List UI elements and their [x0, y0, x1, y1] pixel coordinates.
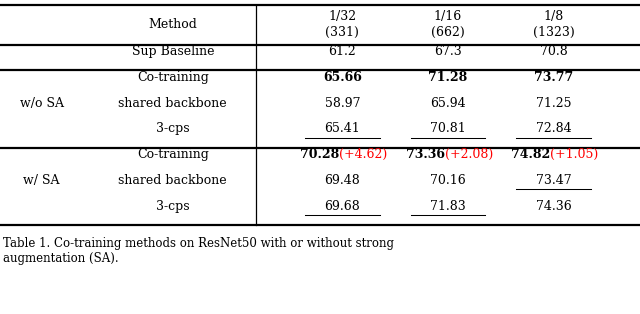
Text: 58.97: 58.97 [324, 97, 360, 110]
Text: 74.36: 74.36 [536, 200, 572, 213]
Text: shared backbone: shared backbone [118, 174, 227, 187]
Text: (+2.08): (+2.08) [445, 148, 493, 161]
Text: 71.83: 71.83 [430, 200, 466, 213]
Text: 3-cps: 3-cps [156, 200, 189, 213]
Text: w/o SA: w/o SA [20, 97, 63, 110]
Text: Sup Baseline: Sup Baseline [132, 45, 214, 58]
Text: 70.81: 70.81 [430, 122, 466, 135]
Text: 3-cps: 3-cps [156, 122, 189, 135]
Text: 1/32: 1/32 [328, 10, 356, 23]
Text: Method: Method [148, 18, 197, 31]
Text: (+4.62): (+4.62) [339, 148, 387, 161]
Text: 73.47: 73.47 [536, 174, 572, 187]
Text: w/ SA: w/ SA [23, 174, 60, 187]
Text: 69.68: 69.68 [324, 200, 360, 213]
Text: 71.28: 71.28 [428, 71, 468, 84]
Text: 65.94: 65.94 [430, 97, 466, 110]
Text: 74.82: 74.82 [511, 148, 550, 161]
Text: 70.28: 70.28 [300, 148, 339, 161]
Text: Table 1. Co-training methods on ResNet50 with or without strong
augmentation (SA: Table 1. Co-training methods on ResNet50… [3, 237, 394, 265]
Text: 1/8: 1/8 [543, 10, 564, 23]
Text: (662): (662) [431, 26, 465, 39]
Text: (+1.05): (+1.05) [550, 148, 598, 161]
Text: 70.16: 70.16 [430, 174, 466, 187]
Text: Co-training: Co-training [137, 71, 209, 84]
Text: 61.2: 61.2 [328, 45, 356, 58]
Text: 69.48: 69.48 [324, 174, 360, 187]
Text: 72.84: 72.84 [536, 122, 572, 135]
Text: 71.25: 71.25 [536, 97, 572, 110]
Text: 1/16: 1/16 [434, 10, 462, 23]
Text: 70.8: 70.8 [540, 45, 568, 58]
Text: shared backbone: shared backbone [118, 97, 227, 110]
Text: (331): (331) [326, 26, 359, 39]
Text: 65.66: 65.66 [323, 71, 362, 84]
Text: 65.41: 65.41 [324, 122, 360, 135]
Text: Co-training: Co-training [137, 148, 209, 161]
Text: 67.3: 67.3 [434, 45, 462, 58]
Text: (1323): (1323) [532, 26, 575, 39]
Text: 73.36: 73.36 [406, 148, 445, 161]
Text: 73.77: 73.77 [534, 71, 573, 84]
